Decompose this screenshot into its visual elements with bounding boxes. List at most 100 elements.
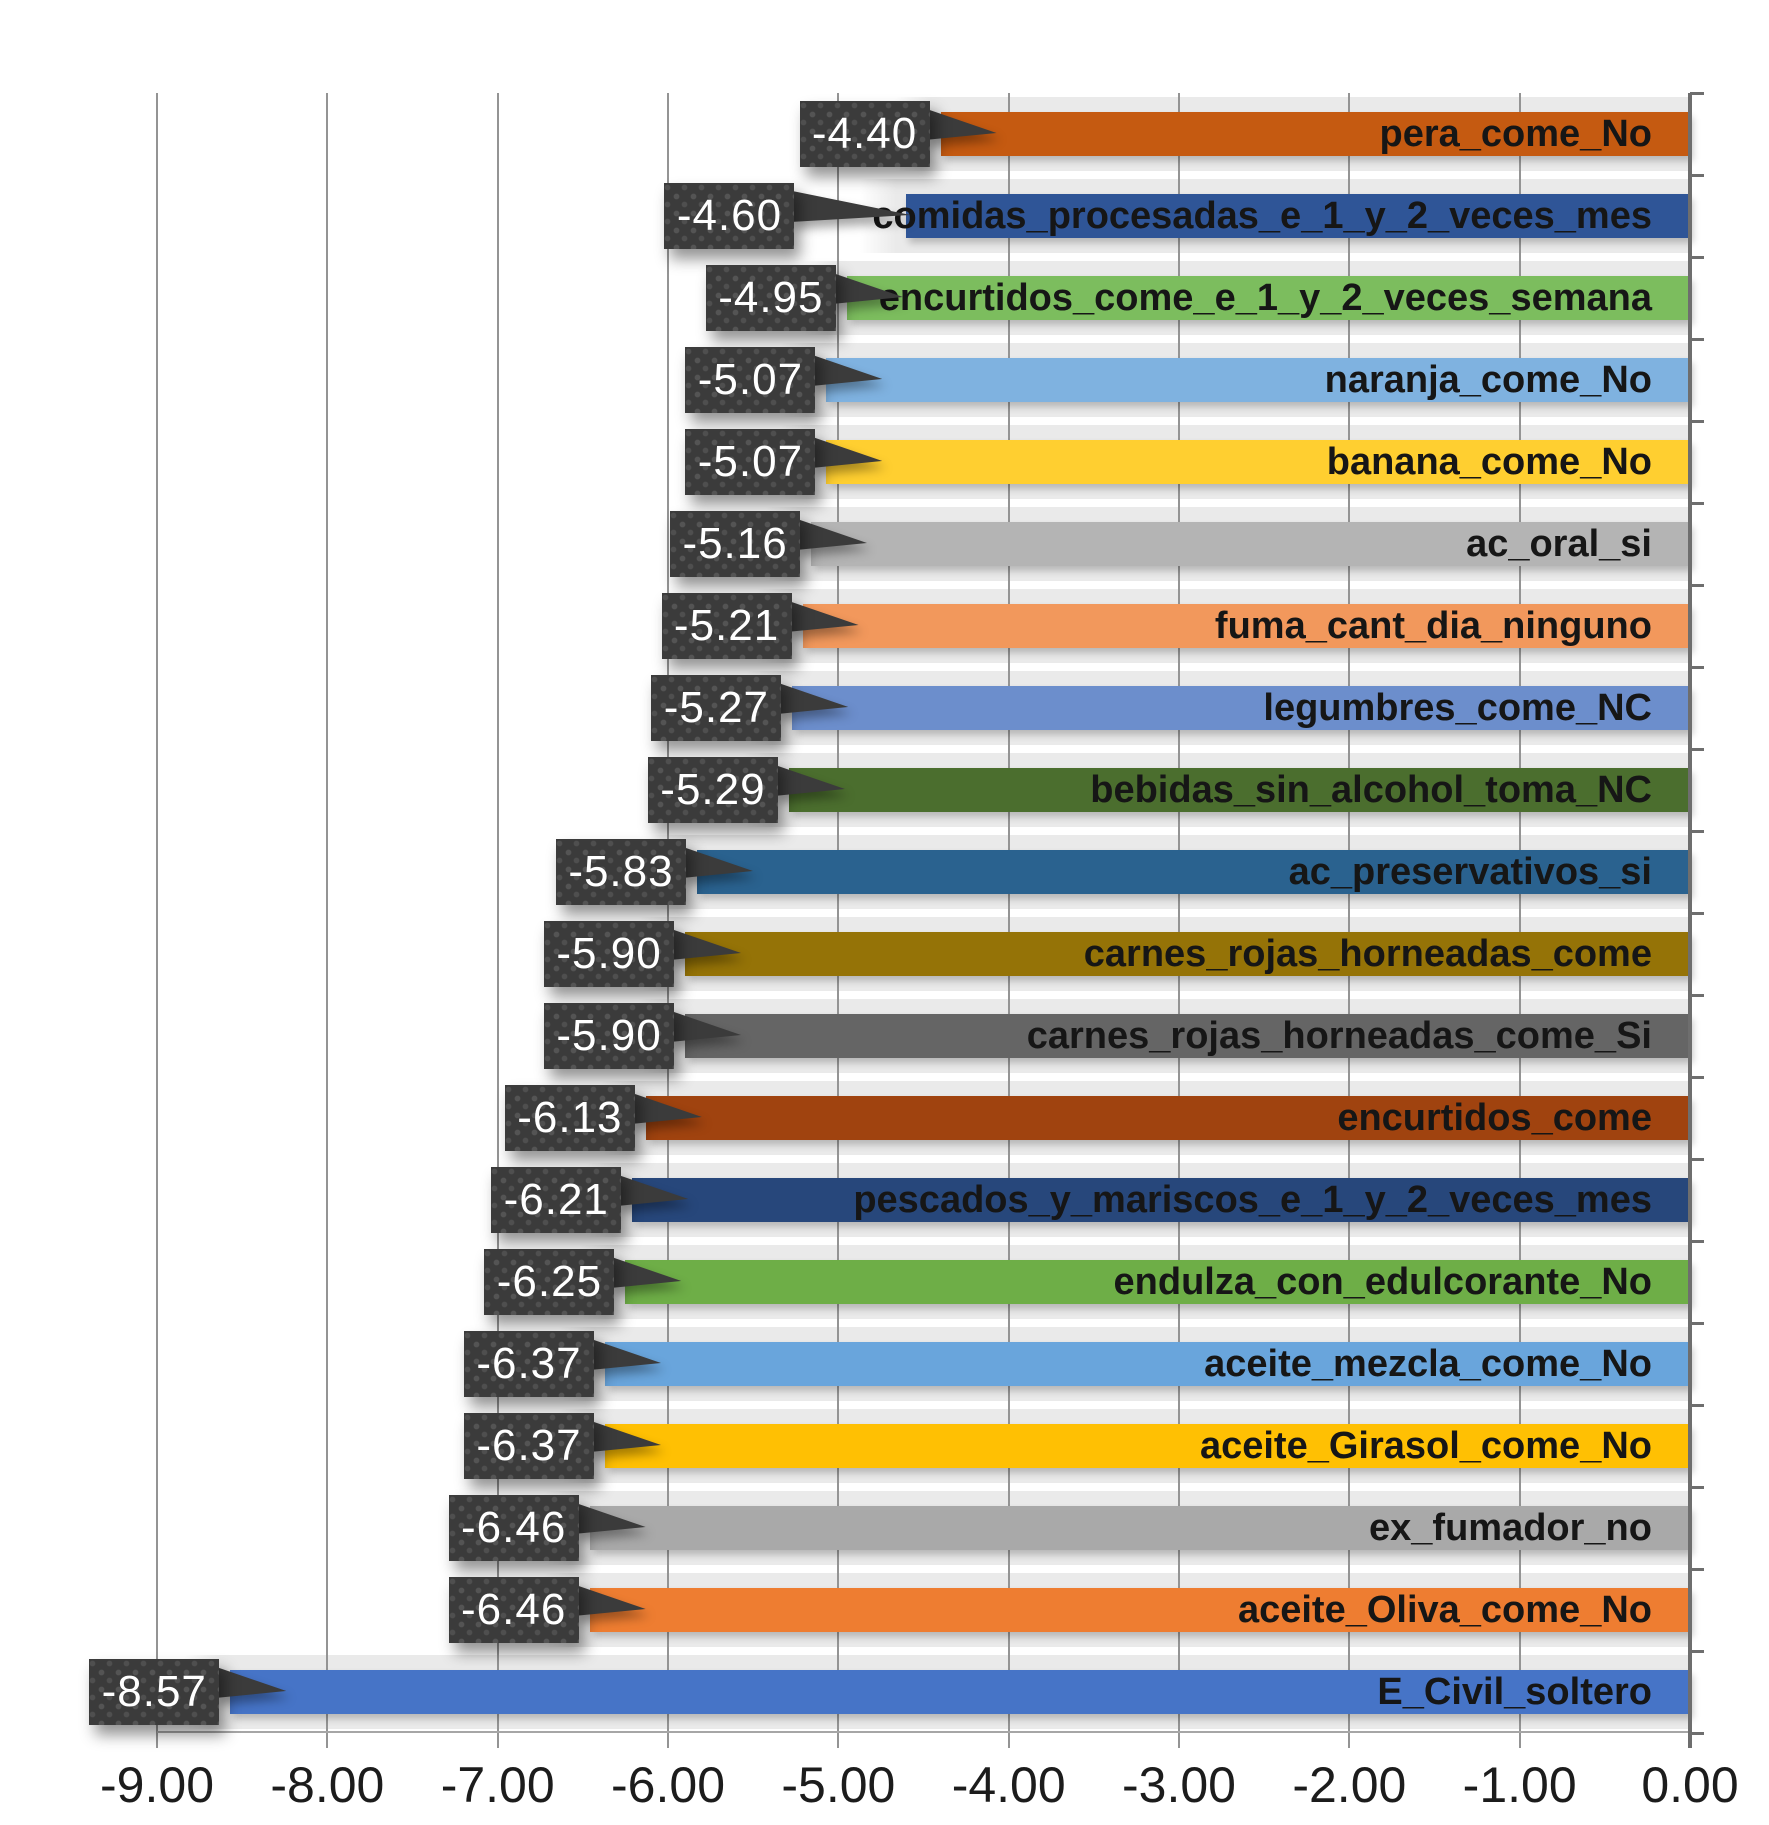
value-callout: -5.90 (544, 921, 675, 987)
bar: aceite_Oliva_come_No (589, 1588, 1690, 1632)
value-callout: -6.13 (504, 1085, 635, 1151)
bar-category-label: comidas_procesadas_e_1_y_2_veces_mes (872, 195, 1652, 237)
value-callout-text: -6.37 (476, 1339, 582, 1388)
value-callout-text: -5.90 (556, 1011, 662, 1060)
bar: encurtidos_come (645, 1096, 1690, 1140)
grid-line (326, 93, 329, 1748)
value-callout-text: -5.27 (663, 683, 769, 732)
x-axis-tick-label: -2.00 (1292, 1757, 1407, 1813)
category-axis-tick (1690, 912, 1704, 915)
category-axis-tick (1690, 1076, 1704, 1079)
category-axis-tick (1690, 1404, 1704, 1407)
category-axis-tick (1690, 1650, 1704, 1653)
bar-category-label: legumbres_come_NC (1263, 687, 1652, 729)
value-callout: -6.21 (491, 1167, 622, 1233)
bar: ac_preservativos_si (696, 850, 1690, 894)
x-axis-tick-label: 0.00 (1641, 1757, 1739, 1813)
bar: E_Civil_soltero (230, 1670, 1690, 1714)
bar: aceite_mezcla_come_No (604, 1342, 1690, 1386)
x-axis-tick-label: -8.00 (270, 1757, 385, 1813)
value-callout: -6.46 (448, 1495, 579, 1561)
bar: fuma_cant_dia_ninguno (802, 604, 1690, 648)
callout-wedge (589, 1416, 661, 1474)
value-callout: -5.07 (685, 347, 816, 413)
value-callout-text: -6.25 (496, 1257, 603, 1306)
grid-line (156, 93, 159, 1748)
callout-wedge (811, 350, 883, 408)
x-axis-tick-label: -6.00 (611, 1757, 725, 1813)
bar: ex_fumador_no (589, 1506, 1690, 1550)
value-callout: -4.60 (664, 183, 795, 249)
value-callout-text: -5.07 (697, 355, 804, 404)
value-callout-text: -6.46 (461, 1585, 567, 1634)
category-axis-tick (1690, 338, 1704, 341)
category-axis-tick (1690, 502, 1704, 505)
bar: legumbres_come_NC (792, 686, 1690, 730)
bar: bebidas_sin_alcohol_toma_NC (788, 768, 1690, 812)
bar-category-label: bebidas_sin_alcohol_toma_NC (1090, 769, 1652, 811)
value-callout: -5.27 (651, 675, 782, 741)
value-callout-text: -5.07 (697, 437, 804, 486)
grid-line (1007, 93, 1010, 1748)
x-axis-tick-label: -3.00 (1122, 1757, 1236, 1813)
grid-line (667, 93, 670, 1748)
value-callout-text: -5.29 (660, 765, 766, 814)
x-axis-tick-label: -4.00 (951, 1757, 1066, 1813)
bar-category-label: aceite_mezcla_come_No (1204, 1343, 1652, 1385)
value-callout-text: -6.46 (461, 1503, 567, 1552)
y-axis-line (1688, 93, 1692, 1748)
bar: carnes_rojas_horneadas_come_Si (685, 1014, 1690, 1058)
callout-wedge (574, 1498, 646, 1556)
bar-category-label: ac_preservativos_si (1288, 851, 1652, 893)
bar-category-label: aceite_Oliva_come_No (1237, 1589, 1652, 1631)
bar: naranja_come_No (826, 358, 1690, 402)
value-callout-text: -5.16 (682, 519, 788, 568)
callout-wedge (796, 514, 868, 572)
category-axis-tick (1690, 666, 1704, 669)
bar: ac_oral_si (811, 522, 1690, 566)
callout-wedge (670, 1006, 742, 1064)
category-axis-tick (1690, 92, 1704, 95)
category-axis-tick (1690, 584, 1704, 587)
value-callout-text: -4.40 (811, 109, 918, 158)
value-callout: -4.40 (799, 101, 930, 167)
value-callout-text: -6.21 (503, 1175, 609, 1224)
callout-wedge (811, 432, 883, 490)
callout-wedge (681, 842, 753, 900)
category-axis-tick (1690, 1568, 1704, 1571)
callout-wedge (630, 1088, 702, 1146)
bar: carnes_rojas_horneadas_come (685, 932, 1690, 976)
value-callout-text: -8.57 (101, 1667, 207, 1716)
callout-wedge (787, 596, 859, 654)
callout-wedge (574, 1580, 646, 1638)
category-axis-tick (1690, 748, 1704, 751)
category-axis-tick (1690, 1240, 1704, 1243)
value-callout-text: -5.90 (556, 929, 662, 978)
value-callout: -5.83 (555, 839, 686, 905)
callout-wedge (773, 760, 845, 818)
grid-line (1348, 93, 1351, 1748)
value-callout: -4.95 (705, 265, 836, 331)
value-callout: -5.29 (647, 757, 778, 823)
callout-wedge (777, 678, 849, 736)
callout-wedge (215, 1662, 287, 1720)
category-axis-tick (1690, 1486, 1704, 1489)
bar-category-label: E_Civil_soltero (1377, 1671, 1652, 1713)
category-axis-tick (1690, 830, 1704, 833)
callout-wedge (925, 104, 997, 162)
value-callout: -5.07 (685, 429, 816, 495)
callout-wedge (670, 924, 742, 982)
grid-line (1178, 93, 1180, 1748)
bar-category-label: carnes_rojas_horneadas_come (1083, 933, 1652, 975)
value-callout: -6.46 (448, 1577, 579, 1643)
callout-wedge (790, 186, 911, 244)
category-axis-tick (1690, 256, 1704, 259)
value-callout: -5.21 (661, 593, 792, 659)
bar-category-label: encurtidos_come_e_1_y_2_veces_semana (878, 277, 1652, 319)
value-callout: -6.25 (484, 1249, 615, 1315)
callout-wedge (589, 1334, 661, 1392)
bar-category-label: aceite_Girasol_come_No (1199, 1425, 1652, 1467)
value-callout-text: -5.21 (673, 601, 780, 650)
bar-category-label: endulza_con_edulcorante_No (1113, 1261, 1652, 1303)
